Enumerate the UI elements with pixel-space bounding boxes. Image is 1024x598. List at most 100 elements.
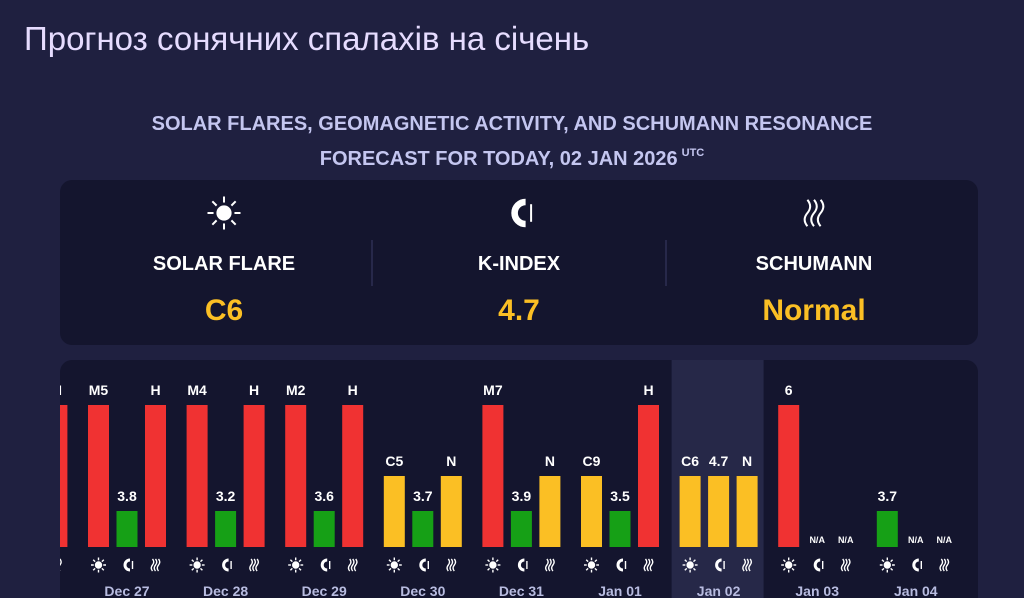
- sun-ray: [388, 567, 392, 571]
- date-label: Dec 31: [499, 583, 544, 598]
- sun-core: [587, 561, 596, 569]
- wave: [649, 558, 654, 572]
- waves-icon: [347, 558, 358, 572]
- waves-icon: [643, 558, 654, 572]
- sun-ray: [495, 567, 499, 571]
- sun-icon: [288, 557, 304, 573]
- bar-label: 3.8: [117, 488, 137, 504]
- bar-label: C9: [583, 453, 601, 469]
- bar-label: N: [446, 453, 456, 469]
- summary-value: 4.7: [498, 294, 540, 327]
- magnet-icon: [26, 560, 34, 570]
- sun-icon: [682, 557, 698, 573]
- magnet-icon: [715, 558, 725, 572]
- wave: [646, 558, 651, 572]
- wave: [350, 558, 355, 572]
- sun-ray: [397, 567, 401, 571]
- wave: [840, 558, 845, 572]
- sun-icon: [189, 557, 205, 573]
- wave: [353, 558, 358, 572]
- bar: [186, 405, 208, 547]
- bar: [383, 476, 405, 547]
- bar-label: 3.7: [878, 488, 898, 504]
- sun-ray: [881, 567, 885, 571]
- waves-icon: [53, 558, 62, 572]
- sun-ray: [3, 568, 5, 570]
- wave: [53, 559, 56, 571]
- sun-icon: [0, 558, 7, 573]
- magnet-arc: [511, 198, 526, 228]
- bar-label: 6: [785, 382, 793, 398]
- bar-label: H: [348, 382, 358, 398]
- wave: [942, 558, 947, 572]
- bar: [60, 405, 68, 547]
- wave: [446, 558, 451, 572]
- summary-label: K-INDEX: [478, 253, 561, 275]
- sun-ray: [3, 560, 5, 562]
- wave: [60, 558, 62, 572]
- bar-label: H: [150, 382, 160, 398]
- bar-label: N/A: [809, 535, 825, 545]
- bar-label: 3.9: [512, 488, 532, 504]
- wave: [544, 558, 549, 572]
- sun-core: [883, 561, 891, 569]
- sun-ray: [594, 567, 598, 571]
- magnet-arc: [616, 558, 624, 572]
- bar: [581, 476, 602, 547]
- waves-icon: [939, 558, 950, 572]
- magnet-icon: [419, 558, 429, 572]
- sun-ray: [585, 567, 589, 571]
- waves-icon: [249, 558, 260, 572]
- sun-ray: [230, 219, 237, 226]
- wave: [150, 558, 155, 572]
- bar-label: N/A: [937, 535, 953, 545]
- bar-label: C5: [385, 453, 403, 469]
- sun-ray: [101, 567, 105, 571]
- summary-value: C6: [205, 294, 243, 327]
- sun-ray: [191, 559, 195, 563]
- sun-icon: [879, 557, 895, 573]
- magnet-icon: [511, 198, 533, 228]
- bar-label: H: [249, 382, 259, 398]
- sun-ray: [92, 559, 96, 563]
- bar-label: M5: [89, 382, 109, 398]
- bar-label: 3.5: [610, 488, 630, 504]
- waves-icon: [840, 558, 851, 572]
- sun-ray: [289, 559, 293, 563]
- sun-icon: [207, 196, 241, 230]
- sun-core: [489, 561, 497, 569]
- sun-ray: [495, 559, 499, 563]
- sun-ray: [782, 567, 786, 571]
- magnet-arc: [222, 558, 229, 572]
- wave: [255, 558, 260, 572]
- sun-ray: [230, 200, 237, 207]
- wave: [153, 558, 158, 572]
- wave: [56, 559, 59, 571]
- wave: [643, 558, 648, 572]
- sun-core: [390, 561, 398, 569]
- date-label: Dec 27: [104, 583, 149, 598]
- wave: [843, 558, 848, 572]
- date-label: Jan 03: [795, 583, 839, 598]
- summary-card: [60, 180, 978, 345]
- date-label: Dec 30: [400, 583, 445, 598]
- bar: [679, 476, 701, 547]
- bar-label: M2: [286, 382, 306, 398]
- bar: [440, 476, 462, 547]
- sun-ray: [298, 559, 302, 563]
- date-label: Jan 04: [894, 583, 938, 598]
- wave: [810, 199, 818, 227]
- sun-ray: [692, 559, 696, 563]
- sun-core: [686, 561, 694, 569]
- bar-label: M7: [483, 382, 503, 398]
- date-label: Jan 01: [598, 583, 642, 598]
- sun-ray: [791, 559, 795, 563]
- sun-icon: [781, 557, 797, 573]
- bar: [708, 476, 730, 547]
- magnet-icon: [813, 558, 824, 572]
- sun-ray: [191, 567, 195, 571]
- wave: [939, 558, 944, 572]
- bar: [243, 405, 265, 547]
- bar: [88, 405, 109, 547]
